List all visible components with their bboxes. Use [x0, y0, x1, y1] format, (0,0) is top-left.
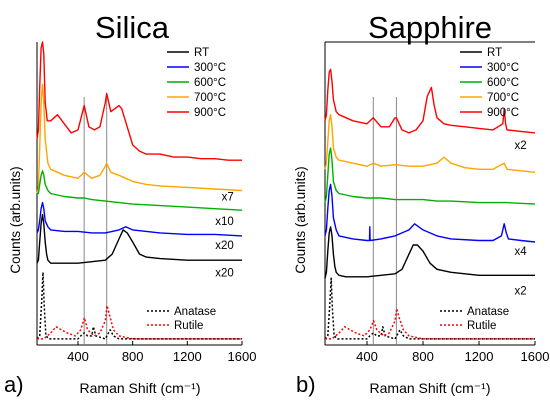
series-700c [324, 113, 536, 173]
series-rt [36, 213, 242, 264]
legend-label: 600°C [487, 77, 519, 89]
series-700c [36, 83, 243, 194]
panel-sapphire-xlabel: Raman Shift (cm⁻¹) [370, 380, 491, 396]
panel-silica: Silica Counts (arb.units) 400 800 1200 1600… [4, 10, 256, 397]
scale-annotation: x2 [514, 140, 526, 152]
series-900c [324, 68, 536, 134]
panel-sapphire-ylabel: Counts (arb.units) [293, 166, 308, 273]
scale-annotation: x2 [514, 285, 526, 297]
legend-label: 600°C [194, 77, 226, 89]
scale-annotation: x4 [514, 246, 527, 258]
panel-sapphire-label: b) [296, 372, 316, 397]
x-tick-label: 1600 [521, 349, 550, 364]
x-tick-label: 1600 [228, 349, 257, 364]
series-300c [36, 201, 243, 237]
series-rutile [37, 304, 242, 340]
ref-legend-label: Anatase [174, 306, 216, 318]
x-tick-label: 800 [122, 349, 144, 364]
x-tick-label: 400 [356, 349, 378, 364]
ref-legend-label: Anatase [467, 306, 509, 318]
panel-silica-ylabel: Counts (arb.units) [8, 166, 23, 273]
scale-annotation: x10 [215, 216, 234, 228]
legend-label: RT [194, 47, 209, 59]
series-300c [324, 183, 536, 243]
legend-label: 700°C [487, 92, 519, 104]
legend-label: 700°C [194, 92, 226, 104]
series-600c [324, 147, 536, 205]
scale-annotation: x20 [215, 240, 234, 252]
panel-silica-title: Silica [95, 10, 170, 45]
series-anatase [36, 271, 242, 340]
panel-sapphire: Sapphire Counts (arb.units) 400 800 1200 16… [293, 10, 549, 397]
panel-silica-xlabel: Raman Shift (cm⁻¹) [80, 380, 201, 396]
series-900c [36, 41, 242, 161]
series-anatase [324, 277, 535, 340]
legend-label: 900°C [194, 107, 226, 119]
x-tick-label: 800 [412, 349, 434, 364]
legend-label: 300°C [487, 62, 519, 74]
scale-annotation: x7 [222, 192, 234, 204]
ref-legend-label: Rutile [174, 320, 203, 332]
legend-label: RT [487, 47, 502, 59]
series-600c [37, 170, 243, 211]
legend-label: 300°C [194, 62, 226, 74]
series-rutile [325, 307, 535, 340]
panel-silica-xlabel-text: Raman Shift (cm⁻¹) [80, 380, 201, 396]
panel-sapphire-plot: 400 800 1200 1600 x2 x4 x2 RT 300°C 600°C 700°C 900… [324, 41, 550, 364]
x-tick-label: 1200 [465, 349, 494, 364]
ref-legend-label: Rutile [467, 320, 496, 332]
scale-annotation: x20 [215, 267, 234, 279]
legend-label: 900°C [487, 107, 519, 119]
x-tick-label: 1200 [173, 349, 202, 364]
series-rt [324, 226, 535, 279]
x-tick-label: 400 [67, 349, 89, 364]
panel-silica-plot: 400 800 1200 1600 x7 x10 x20 x20 RT 300°C 600°C 700… [36, 41, 257, 364]
panel-sapphire-xlabel-text: Raman Shift (cm⁻¹) [370, 380, 491, 396]
panel-silica-label: a) [4, 372, 24, 397]
panel-sapphire-title: Sapphire [368, 10, 492, 45]
